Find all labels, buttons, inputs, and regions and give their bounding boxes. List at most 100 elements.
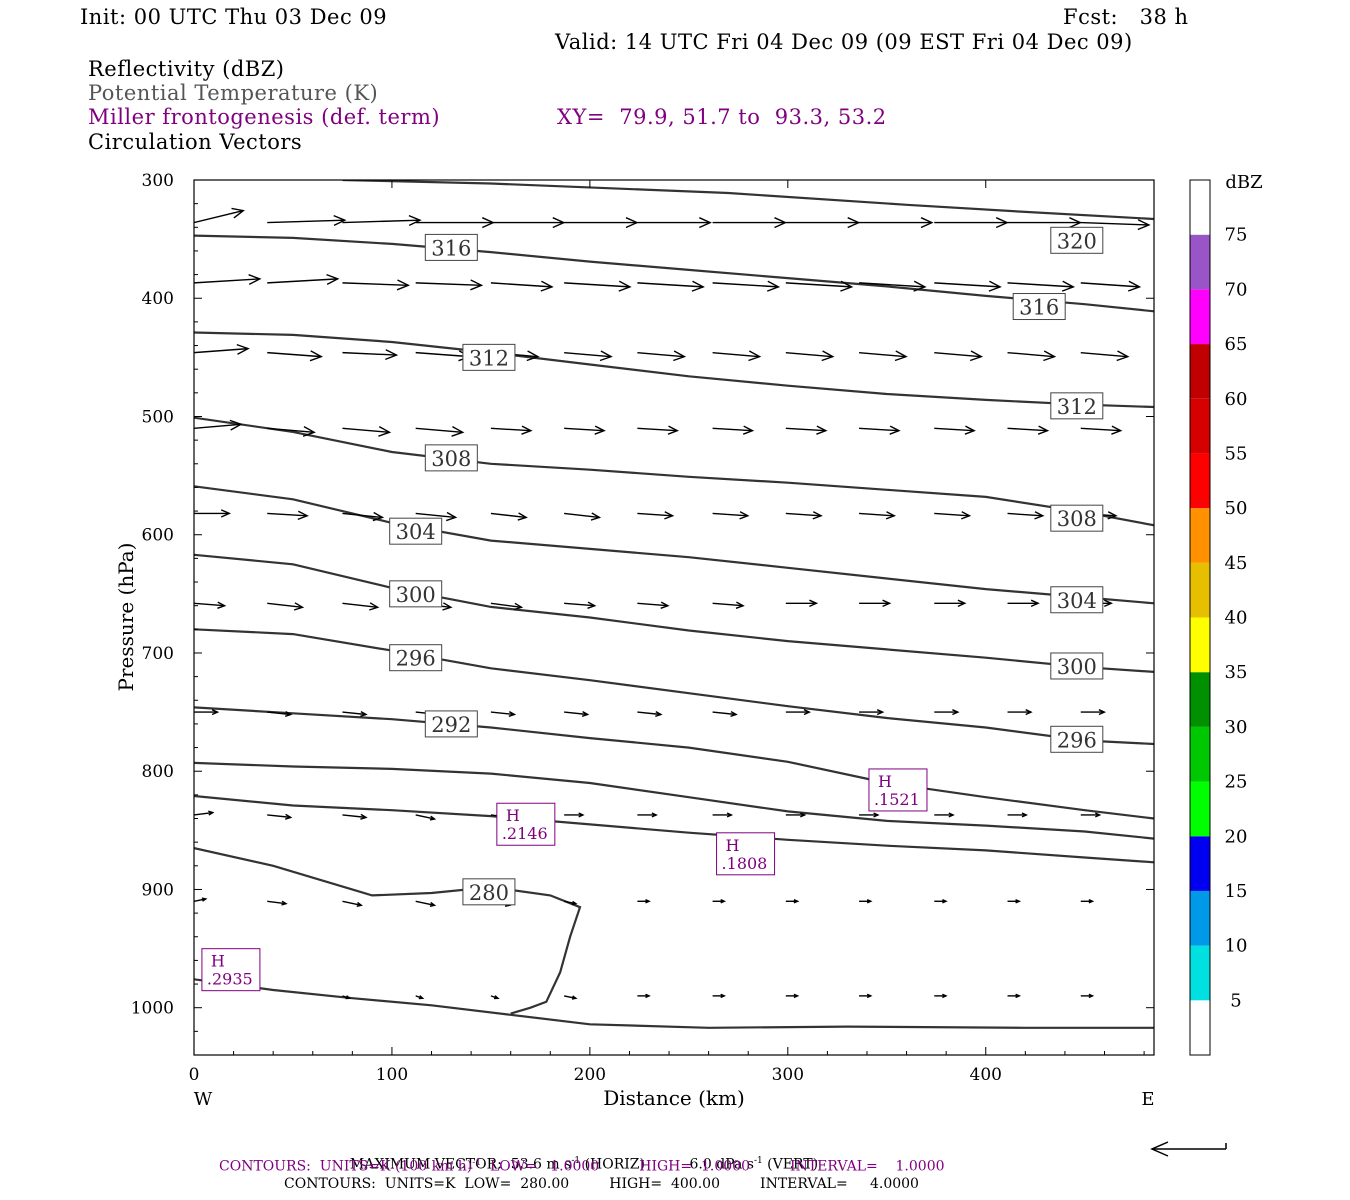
circulation-vector (490, 512, 527, 519)
circulation-vector-head (1088, 899, 1095, 904)
x-tick-label: 300 (772, 1065, 804, 1085)
contour-label: 308 (1057, 507, 1097, 531)
circulation-vector-head (873, 812, 880, 818)
max-vector-horiz: 53.6 m s (510, 1156, 572, 1173)
theta-contour-292 (194, 706, 1154, 820)
circulation-vector (637, 351, 685, 358)
circulation-vector (637, 512, 673, 517)
colorbar-swatch (1190, 617, 1210, 673)
theta-contour-284 (194, 794, 1154, 864)
colorbar-tick-label: 10 (1225, 936, 1248, 957)
frontogenesis-high-value: .1808 (722, 854, 768, 873)
circulation-vector (564, 351, 612, 358)
circulation-vector-head (920, 217, 934, 229)
contour-label-box (389, 644, 443, 672)
circulation-vector-head (673, 350, 687, 362)
circulation-vector-head (691, 280, 705, 292)
circulation-vector (1007, 512, 1043, 517)
circulation-vector-head (1095, 812, 1102, 818)
circulation-vector (712, 427, 753, 432)
circulation-vector (712, 282, 779, 288)
circulation-vector-head (587, 601, 597, 609)
frontogenesis-high-box (496, 802, 556, 846)
circulation-vector-head (800, 812, 807, 818)
circulation-vector (194, 898, 206, 902)
circulation-vector-head (1088, 993, 1095, 999)
contour-label-box (462, 878, 516, 906)
contour-label: 308 (431, 447, 471, 471)
theta-contour-288 (194, 761, 1154, 840)
circulation-vector-head (581, 710, 590, 717)
contour-label-box (1050, 652, 1104, 680)
circulation-vector-head (429, 901, 437, 907)
circulation-vector (785, 427, 826, 432)
contour-label: 292 (431, 713, 471, 737)
contour-label: 296 (396, 647, 436, 671)
contour-label-box (1012, 293, 1066, 321)
circulation-vector-head (748, 350, 762, 362)
circulation-vector-head (378, 425, 392, 437)
frontogenesis-contour-exp: -1 (472, 1158, 482, 1168)
circulation-vector (415, 351, 470, 358)
circulation-vector (1007, 351, 1055, 358)
max-vector-vert-exp: -1 (753, 1156, 763, 1166)
circulation-vector-head (618, 280, 632, 292)
circulation-vector (342, 282, 409, 286)
circulation-vector-head (793, 899, 800, 904)
circulation-vector-head (1043, 350, 1057, 362)
colorbar-tick-label: 25 (1225, 772, 1248, 793)
max-vector-line: MAXIMUM VECTOR: 53.6 m s-1 (HORIZ) 6.0 d… (341, 1140, 818, 1173)
contour-label: 280 (469, 881, 509, 905)
circulation-vector-head (809, 599, 819, 608)
circulation-vector-head (720, 993, 726, 999)
contour-label-box (389, 580, 443, 608)
circulation-vector-head (220, 509, 232, 518)
circulation-vector (859, 427, 900, 432)
circulation-vector (564, 602, 595, 607)
frontogenesis-high-label: H (726, 836, 740, 855)
circulation-vector-head (408, 214, 422, 227)
circulation-vector (415, 900, 435, 906)
circulation-vector-head (720, 899, 727, 904)
circulation-vector (1080, 282, 1140, 288)
contour-label: 320 (1057, 229, 1097, 253)
circulation-vector-head (590, 512, 602, 521)
contour-label: 316 (431, 236, 471, 260)
circulation-vector-head (942, 993, 948, 999)
colorbar-tick-label: 45 (1225, 553, 1248, 574)
circulation-vector (194, 423, 242, 430)
circulation-vector-head (513, 602, 524, 611)
colorbar-swatch (1190, 726, 1210, 782)
cross-section-endpoints: XY= 79.9, 51.7 to 93.3, 53.2 (557, 105, 887, 129)
circulation-vector (415, 814, 435, 820)
circulation-vector-head (651, 812, 658, 818)
circulation-vector (267, 900, 287, 905)
circulation-vector-head (645, 899, 651, 904)
valid-time: Valid: 14 UTC Fri 04 Dec 09 (09 EST Fri … (555, 30, 1133, 54)
colorbar-swatch (1190, 562, 1210, 618)
y-tick-label: 800 (142, 762, 174, 782)
circulation-vector-head (293, 602, 305, 611)
circulation-vector (267, 814, 291, 819)
colorbar-tick-label: 5 (1230, 990, 1241, 1011)
circulation-vector-head (201, 897, 208, 902)
circulation-vector (712, 711, 737, 716)
circulation-vector (859, 512, 895, 517)
circulation-vector-head (645, 993, 651, 999)
circulation-vector-head (1037, 425, 1050, 435)
frontogenesis-contour-suffix: LOW= 1.0000 HIGH= 1.0000 INTERVAL= 1.000… (481, 1158, 945, 1175)
contour-label-box (462, 343, 516, 371)
frontogenesis-high-box (716, 832, 776, 876)
circulation-vector-head (396, 279, 411, 291)
circulation-vector (1080, 351, 1128, 358)
circulation-vector-head (726, 812, 734, 818)
circulation-vector-head (445, 511, 458, 522)
circulation-vector-head (229, 419, 243, 431)
circulation-vector-head (812, 511, 823, 520)
colorbar-swatch (1190, 781, 1210, 837)
circulation-vector-head (840, 280, 854, 292)
circulation-vector-head (526, 350, 540, 362)
circulation-vector-head (847, 217, 861, 229)
x-east-label: E (1141, 1089, 1154, 1110)
colorbar-swatch (1190, 945, 1210, 1001)
